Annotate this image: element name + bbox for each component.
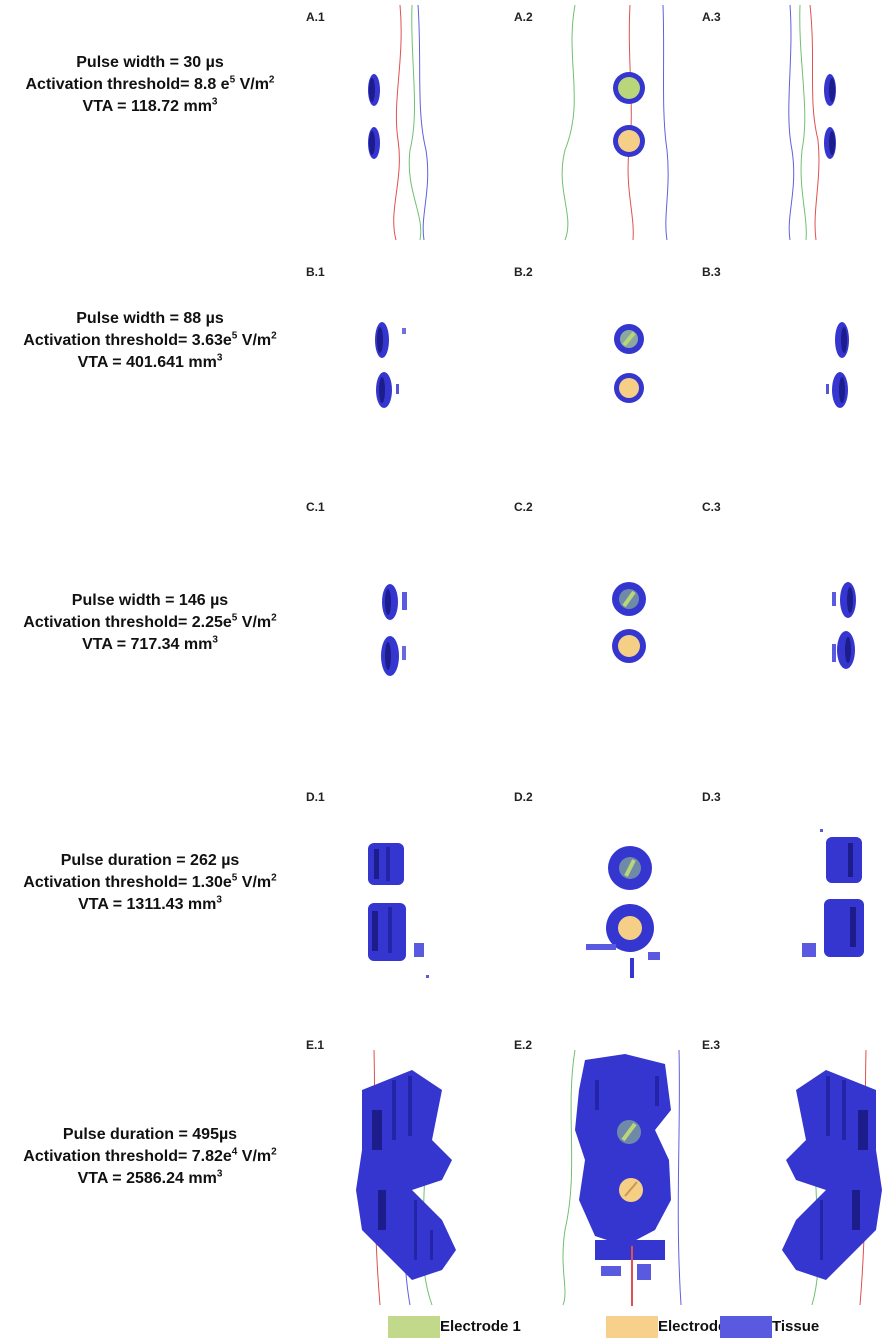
vta-text: VTA = 2586.24 mm3 xyxy=(77,1168,223,1187)
threshold-text: Activation threshold= 2.25e5 V/m2 xyxy=(23,612,277,631)
vta-text: VTA = 717.34 mm3 xyxy=(82,634,218,653)
row-b: Pulse width = 88 µs Activation threshold… xyxy=(0,250,888,500)
vta-render-e3 xyxy=(782,1050,882,1306)
vta-render-b3 xyxy=(826,322,849,408)
threshold-text: Activation threshold= 1.30e5 V/m2 xyxy=(23,872,277,891)
panel-label: A.1 xyxy=(306,10,325,24)
panel-label: C.2 xyxy=(514,500,533,514)
vta-render-e1 xyxy=(356,1050,456,1306)
panel-label: E.2 xyxy=(514,1038,533,1052)
panel-label: B.2 xyxy=(514,265,533,279)
vta-render-a3 xyxy=(788,4,836,241)
row-d: Pulse duration = 262 µs Activation thres… xyxy=(0,790,888,1020)
params-a: Pulse width = 30 µs Activation threshold… xyxy=(0,52,300,118)
params-d: Pulse duration = 262 µs Activation thres… xyxy=(0,850,300,916)
vta-render-c3 xyxy=(832,582,856,669)
pulse-text: Pulse duration = 495µs xyxy=(62,1126,238,1143)
vta-render-c1 xyxy=(381,584,407,676)
legend-label: Electrode 2 xyxy=(658,1318,739,1335)
vta-render-d1 xyxy=(368,843,429,978)
threshold-text: Activation threshold= 3.63e5 V/m2 xyxy=(23,330,277,349)
threshold-text: Activation threshold= 8.8 e5 V/m2 xyxy=(25,74,275,93)
vta-render-d3 xyxy=(802,829,864,957)
legend-label: Electrode 1 xyxy=(440,1318,521,1335)
params-c: Pulse width = 146 µs Activation threshol… xyxy=(0,590,300,656)
row-a: Pulse width = 30 µs Activation threshold… xyxy=(0,0,888,250)
panel-label: E.1 xyxy=(306,1038,325,1052)
vta-render-a1 xyxy=(368,4,429,241)
electrode-2-swatch xyxy=(606,1316,658,1338)
panel-label: A.2 xyxy=(514,10,533,24)
pulse-text: Pulse width = 30 µs xyxy=(76,54,224,71)
panel-label: D.2 xyxy=(514,790,533,804)
panel-label: C.3 xyxy=(702,500,721,514)
panel-label: D.1 xyxy=(306,790,325,804)
legend-item-electrode-2: Electrode 2 xyxy=(606,1316,739,1338)
params-e: Pulse duration = 495µs Activation thresh… xyxy=(0,1124,300,1190)
params-b: Pulse width = 88 µs Activation threshold… xyxy=(0,308,300,374)
tissue-swatch xyxy=(720,1316,772,1338)
vta-render-d2 xyxy=(586,846,660,978)
legend: Electrode 1 Electrode 2 Tissue xyxy=(388,1316,888,1338)
vta-text: VTA = 118.72 mm3 xyxy=(82,96,218,115)
vta-render-a2 xyxy=(561,4,669,241)
vta-text: VTA = 401.641 mm3 xyxy=(77,352,223,371)
panel-label: E.3 xyxy=(702,1038,721,1052)
panel-label: B.3 xyxy=(702,265,721,279)
electrode-1-swatch xyxy=(388,1316,440,1338)
row-c: Pulse width = 146 µs Activation threshol… xyxy=(0,500,888,790)
legend-item-tissue: Tissue xyxy=(720,1316,819,1338)
row-e: Pulse duration = 495µs Activation thresh… xyxy=(0,1020,888,1310)
panel-label: A.3 xyxy=(702,10,721,24)
vta-render-b1 xyxy=(375,322,406,408)
vta-render-c2 xyxy=(612,582,646,663)
panel-label: C.1 xyxy=(306,500,325,514)
legend-item-electrode-1: Electrode 1 xyxy=(388,1316,521,1338)
pulse-text: Pulse width = 88 µs xyxy=(76,310,224,327)
vta-text: VTA = 1311.43 mm3 xyxy=(78,894,222,913)
panel-label: D.3 xyxy=(702,790,721,804)
vta-render-b2 xyxy=(614,324,644,403)
pulse-text: Pulse duration = 262 µs xyxy=(60,852,240,869)
pulse-text: Pulse width = 146 µs xyxy=(71,592,229,609)
legend-label: Tissue xyxy=(772,1318,820,1335)
threshold-text: Activation threshold= 7.82e4 V/m2 xyxy=(23,1146,277,1165)
panel-label: B.1 xyxy=(306,265,325,279)
vta-render-e2 xyxy=(562,1050,682,1306)
